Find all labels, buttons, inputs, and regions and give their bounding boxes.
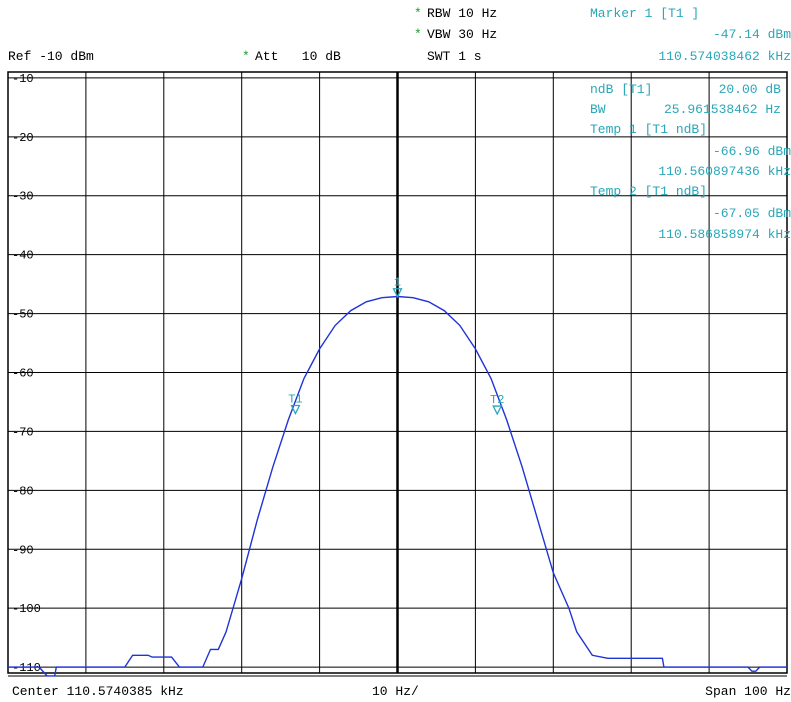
temp1-title: Temp 1 [T1 ndB] [590, 122, 708, 137]
vbw-label: VBW 30 Hz [427, 27, 498, 42]
temp2-title: Temp 2 [T1 ndB] [590, 184, 708, 199]
spectrum-trace [8, 295, 787, 677]
temp1-frequency: 110.560897436 kHz [658, 164, 791, 179]
y-tick-label: -60 [12, 367, 34, 381]
marker-triangle [290, 404, 301, 415]
y-tick-label: -90 [12, 543, 34, 557]
marker-title: Marker 1 [T1 ] [590, 6, 700, 21]
span-label: Span 100 Hz [705, 684, 791, 699]
y-tick-label: -110 [12, 661, 41, 675]
trace-layer [8, 295, 787, 677]
marker-triangle [492, 405, 503, 416]
marker-label: T2 [490, 393, 504, 407]
vbw-star: * [414, 27, 422, 42]
y-tick-label: -20 [12, 131, 34, 145]
marker-level: -47.14 dBm [712, 27, 791, 42]
ndb-value: 20.00 dB [718, 82, 781, 97]
marker-label: T1 [288, 393, 302, 407]
marker-frequency: 110.574038462 kHz [658, 49, 791, 64]
division-label: 10 Hz/ [372, 684, 419, 699]
swt-label: SWT 1 s [427, 49, 482, 64]
marker-label: 1 [394, 276, 401, 290]
att-label: Att 10 dB [255, 49, 341, 64]
y-tick-label: -100 [12, 602, 41, 616]
marker-triangle [392, 288, 403, 299]
rbw-label: RBW 10 Hz [427, 6, 498, 21]
y-tick-label: -50 [12, 308, 34, 322]
grid: -10 -20 -30 -40 -50 -60 -70 -80 -90 -100 -110 [7, 71, 788, 677]
y-tick-label: -10 [12, 72, 34, 86]
temp1-level: -66.96 dBm [712, 144, 791, 159]
y-tick-label: -70 [12, 425, 34, 439]
att-star: * [242, 49, 250, 64]
temp2-level: -67.05 dBm [712, 206, 791, 221]
y-tick-label: -40 [12, 249, 34, 263]
marker-layer: 1 T1 T2 [288, 276, 504, 416]
center-frequency-label: Center 110.5740385 kHz [12, 684, 184, 699]
bw-value: 25.961538462 Hz [663, 102, 781, 117]
y-tick-label: -30 [12, 190, 34, 204]
ndb-label: ndB [T1] [590, 82, 653, 97]
rbw-star: * [414, 6, 422, 21]
ref-level-label: Ref -10 dBm [8, 49, 94, 64]
temp2-frequency: 110.586858974 kHz [658, 227, 791, 242]
y-tick-label: -80 [12, 484, 34, 498]
bw-label: BW [590, 102, 606, 117]
